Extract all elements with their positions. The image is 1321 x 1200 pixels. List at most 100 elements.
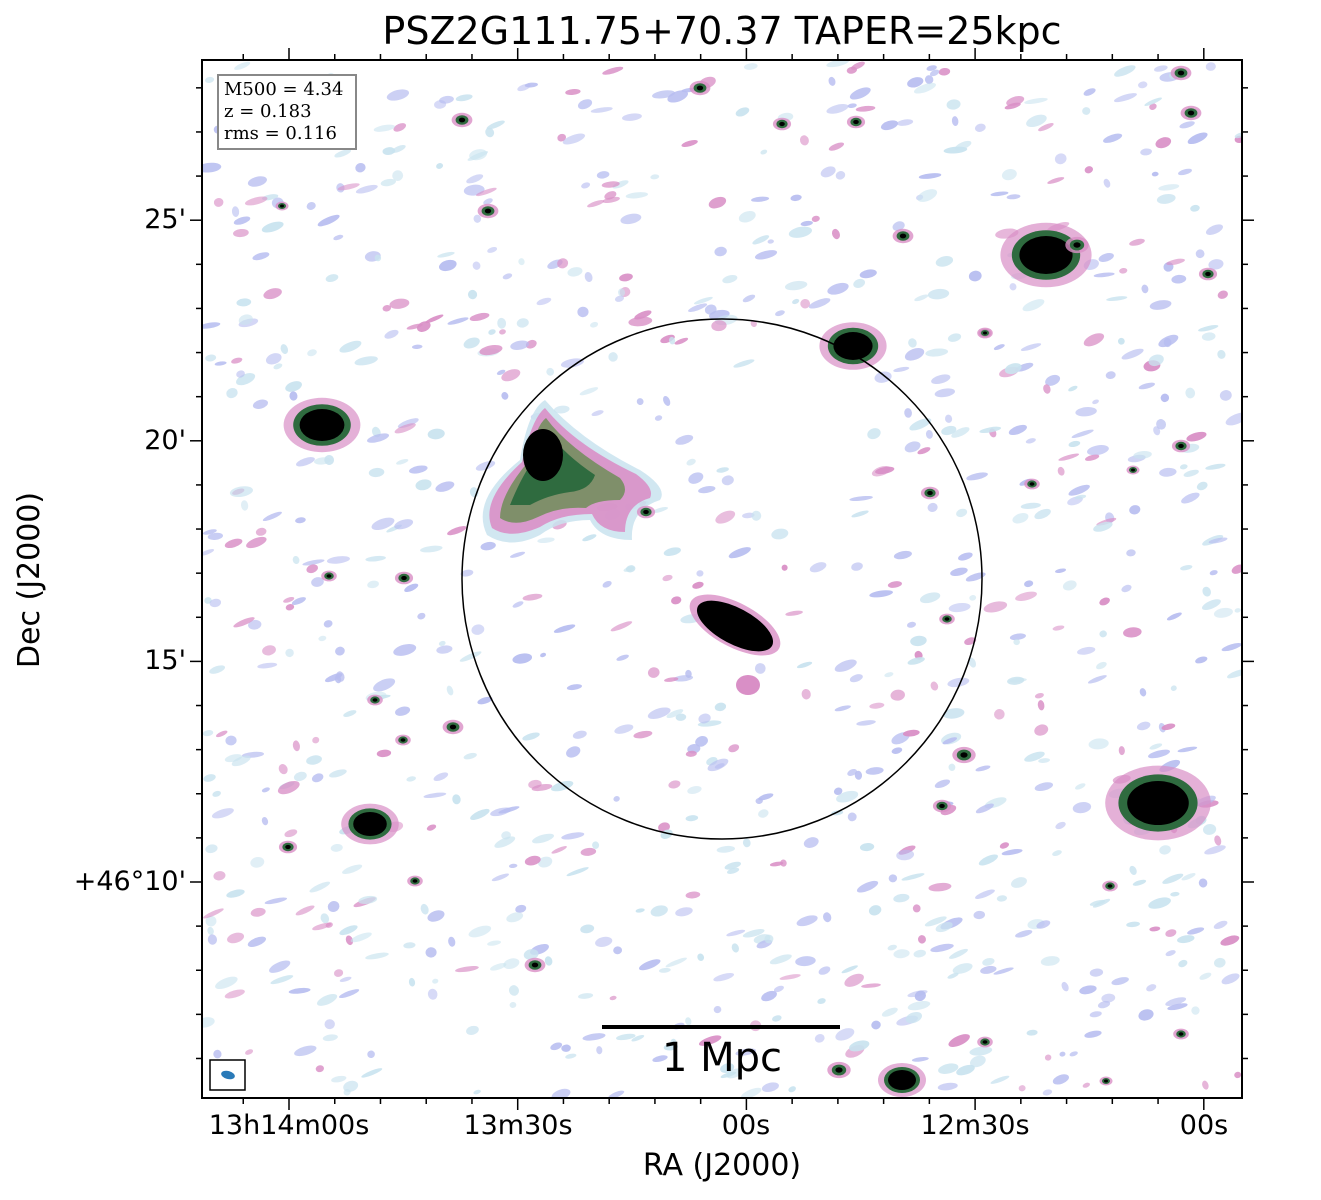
noise-blob: [343, 710, 357, 717]
noise-blob: [1096, 661, 1107, 670]
noise-blob: [325, 274, 339, 283]
noise-layer: [202, 60, 1242, 1098]
noise-blob: [935, 921, 953, 933]
noise-blob: [584, 272, 593, 283]
noise-blob: [376, 749, 392, 758]
noise-blob: [1093, 272, 1115, 278]
noise-blob: [1181, 873, 1196, 881]
noise-blob: [994, 709, 1005, 720]
noise-blob: [1167, 1003, 1188, 1011]
noise-blob: [847, 768, 857, 776]
noise-blob: [1149, 743, 1163, 750]
noise-blob: [463, 337, 480, 349]
ytick-label: 25': [144, 204, 186, 235]
noise-blob: [1136, 721, 1151, 731]
noise-blob: [826, 104, 849, 114]
noise-blob: [318, 635, 327, 642]
noise-blob: [487, 940, 501, 946]
noise-blob: [205, 844, 218, 854]
noise-blob: [836, 790, 859, 803]
noise-blob: [202, 549, 215, 556]
noise-blob: [1089, 968, 1104, 977]
noise-blob: [910, 635, 927, 647]
noise-blob: [713, 972, 735, 982]
noise-blob: [331, 1075, 347, 1083]
noise-blob: [929, 69, 940, 77]
noise-blob: [532, 833, 555, 844]
noise-blob: [497, 317, 507, 329]
noise-blob: [1156, 194, 1176, 204]
noise-blob: [764, 934, 774, 944]
noise-blob: [544, 956, 553, 966]
sources-layer: [275, 65, 1218, 1097]
noise-blob: [780, 859, 787, 867]
noise-blob: [844, 973, 864, 987]
noise-blob: [270, 975, 294, 985]
noise-blob: [728, 744, 740, 753]
ytick-label: 15': [144, 645, 186, 676]
noise-blob: [404, 583, 419, 593]
noise-blob: [800, 220, 813, 227]
noise-blob: [517, 83, 531, 92]
noise-blob: [968, 657, 977, 668]
noise-blob: [738, 210, 756, 223]
noise-blob: [993, 967, 1014, 975]
noise-blob: [1026, 114, 1047, 128]
noise-blob: [954, 140, 972, 151]
noise-blob: [1087, 675, 1107, 684]
noise-blob: [1187, 927, 1205, 935]
noise-blob: [324, 454, 335, 465]
noise-blob: [1220, 935, 1240, 946]
noise-blob: [525, 339, 537, 349]
noise-blob: [394, 519, 414, 530]
noise-blob: [311, 577, 324, 587]
noise-blob: [978, 854, 998, 866]
noise-blob: [512, 601, 524, 608]
noise-blob: [1009, 678, 1027, 683]
noise-blob: [799, 135, 809, 146]
noise-blob: [1015, 930, 1033, 938]
noise-blob: [255, 527, 267, 536]
noise-blob: [1234, 132, 1242, 139]
noise-blob: [205, 354, 217, 362]
noise-blob: [436, 163, 444, 169]
noise-blob: [975, 765, 991, 772]
noise-blob: [675, 434, 694, 445]
noise-blob: [1161, 723, 1176, 731]
noise-blob: [1178, 168, 1192, 176]
noise-blob: [1140, 148, 1152, 156]
noise-blob: [925, 429, 933, 439]
noise-blob: [226, 387, 238, 399]
noise-blob: [914, 294, 929, 302]
noise-blob: [395, 706, 411, 716]
noise-blob: [608, 352, 618, 362]
noise-blob: [828, 76, 836, 86]
noise-blob: [335, 646, 345, 656]
noise-blob: [361, 1068, 383, 1078]
noise-blob: [392, 170, 404, 181]
noise-blob: [417, 612, 426, 620]
noise-blob: [226, 889, 245, 898]
noise-blob: [849, 87, 871, 100]
noise-blob: [1160, 393, 1170, 403]
noise-blob: [1075, 407, 1097, 417]
noise-blob: [1147, 749, 1171, 759]
noise-blob: [1141, 284, 1149, 294]
noise-blob: [1106, 296, 1128, 302]
noise-blob: [1202, 599, 1221, 610]
noise-blob: [795, 956, 816, 967]
noise-blob: [523, 949, 539, 960]
noise-blob: [625, 192, 649, 199]
noise-blob: [1015, 591, 1037, 601]
noise-blob: [647, 667, 660, 678]
noise-blob: [1202, 586, 1211, 597]
noise-blob: [1101, 993, 1116, 1003]
noise-blob: [941, 425, 957, 436]
noise-blob: [283, 597, 295, 603]
noise-blob: [685, 1017, 692, 1026]
noise-blob: [1099, 630, 1107, 638]
noise-blob: [1123, 627, 1142, 638]
noise-blob: [1138, 81, 1148, 89]
noise-blob: [1155, 137, 1172, 149]
noise-blob: [1074, 783, 1086, 790]
